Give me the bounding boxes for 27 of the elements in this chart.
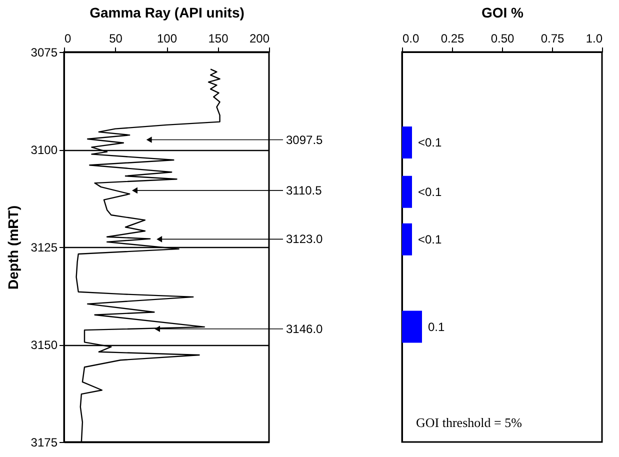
data-label: <0.1 xyxy=(418,136,442,150)
annotation: GOI threshold = 5% xyxy=(416,415,522,430)
y-tick-label: 3100 xyxy=(30,143,58,157)
data-label: <0.1 xyxy=(418,184,442,199)
annotation: 3123.0 xyxy=(286,232,324,246)
y-tick-label: 3075 xyxy=(30,46,58,60)
x-tick-label: 1.0 xyxy=(586,32,603,46)
x-tick-label: 150 xyxy=(208,32,229,46)
x-tick-label: 0 xyxy=(64,32,72,46)
x-tick-label: 0.0 xyxy=(402,32,420,46)
x-tick-label: 50 xyxy=(109,32,123,46)
x-axis-title: Gamma Ray (API units) xyxy=(90,4,244,20)
x-tick-label: 200 xyxy=(249,32,270,46)
data-label: 0.1 xyxy=(428,320,446,334)
annotation: 3146.0 xyxy=(286,322,324,336)
y-tick-label: 3175 xyxy=(30,436,58,450)
x-tick-label: 0.75 xyxy=(540,32,564,46)
annotation: 3097.5 xyxy=(286,132,324,147)
y-axis-title: Depth (mRT) xyxy=(4,206,21,290)
x-tick-label: 0.50 xyxy=(490,32,514,46)
y-tick-label: 3150 xyxy=(30,338,58,352)
x-axis-title: GOI % xyxy=(481,4,524,20)
annotation: 3110.5 xyxy=(286,183,322,198)
data-label: <0.1 xyxy=(418,232,442,246)
y-tick-label: 3125 xyxy=(30,240,58,254)
x-tick-label: 0.25 xyxy=(440,32,464,46)
x-tick-label: 100 xyxy=(156,32,178,46)
